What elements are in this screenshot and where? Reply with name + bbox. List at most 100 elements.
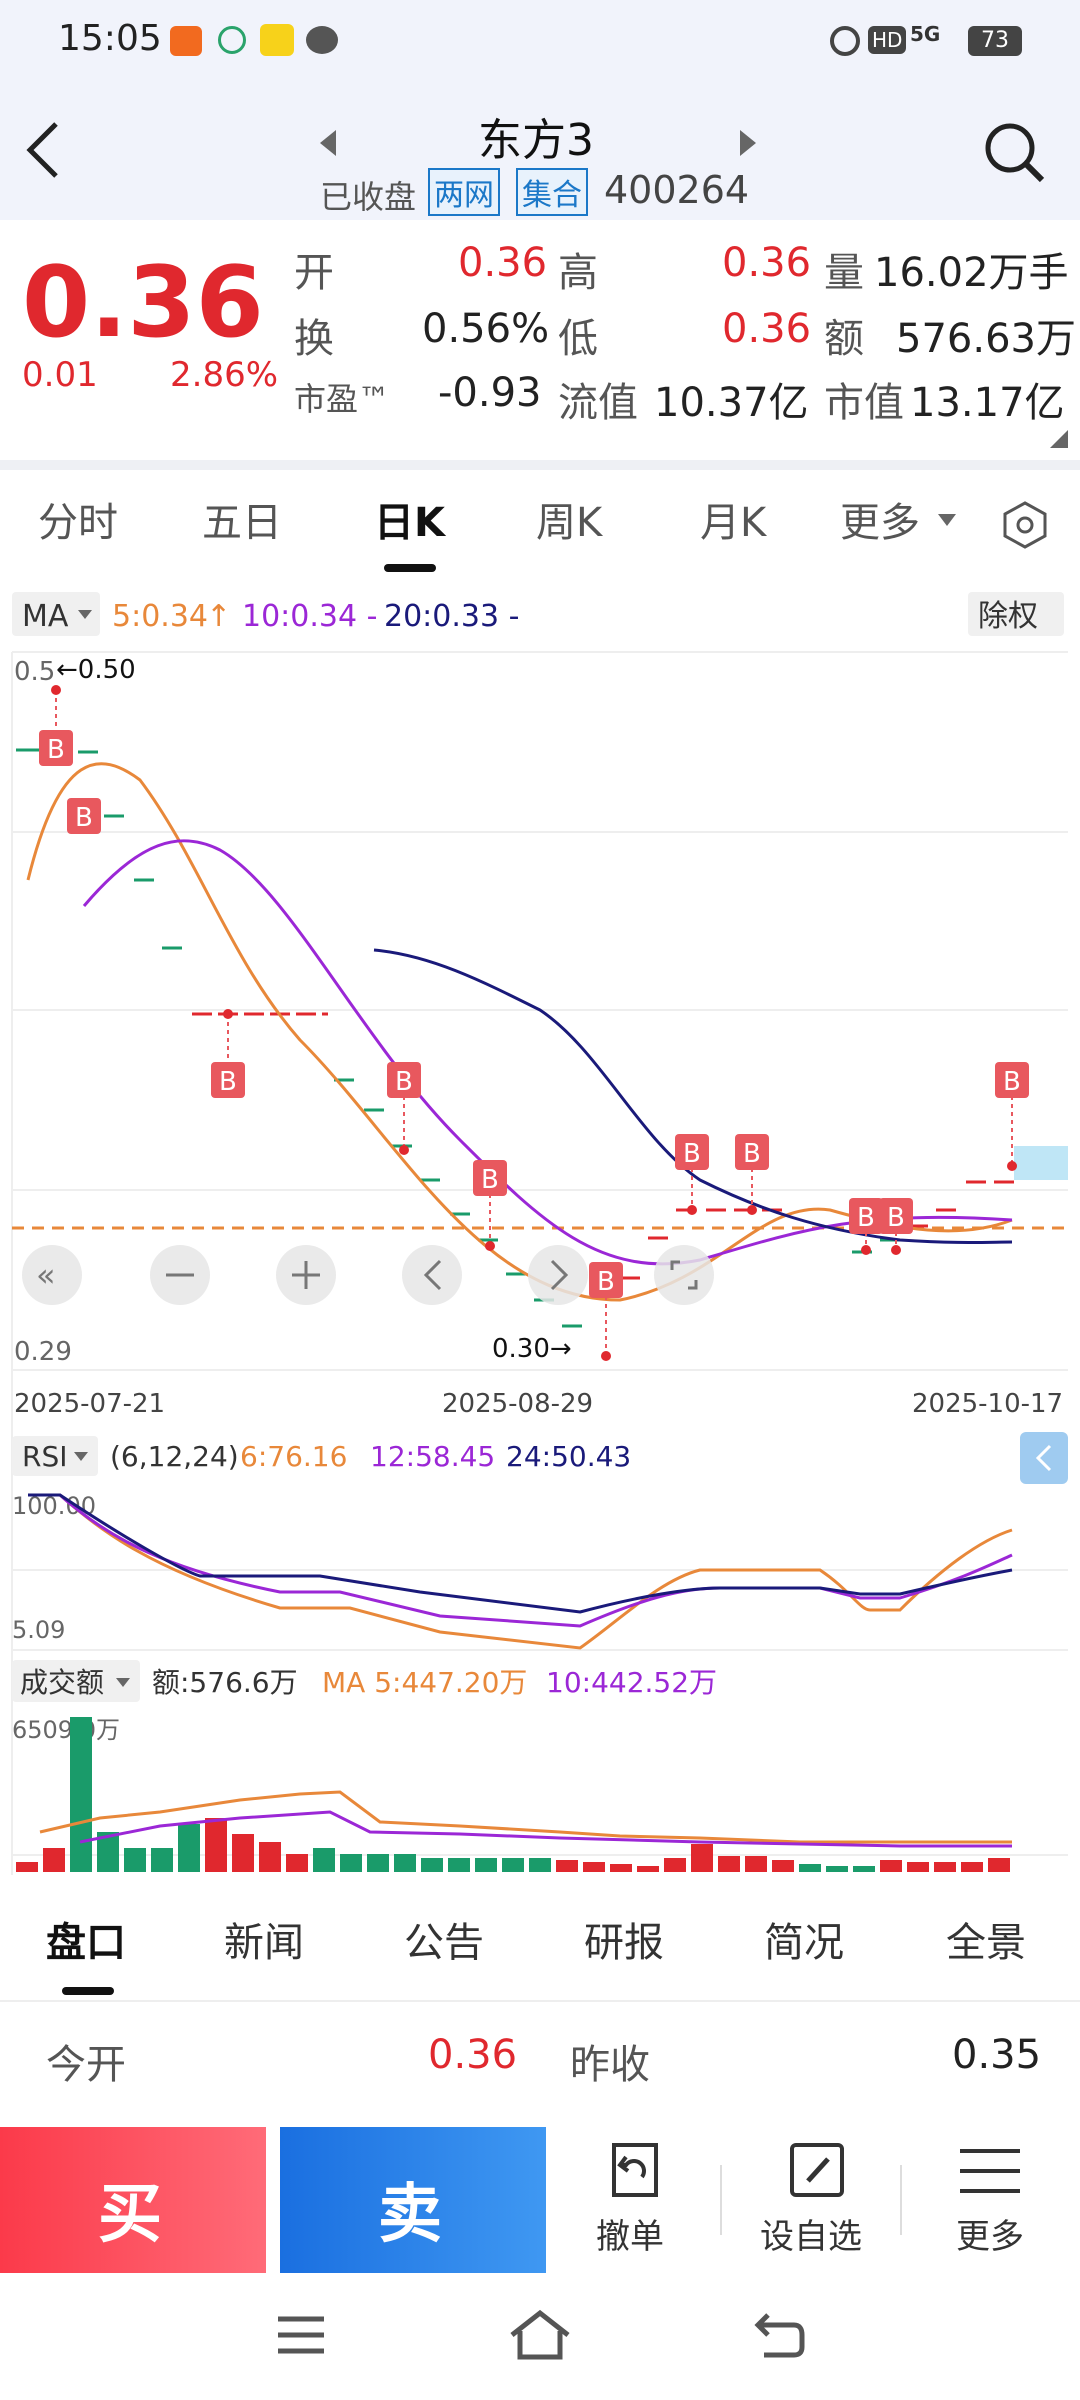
- rsi-chevron-icon: [74, 1452, 88, 1461]
- float-value: 10.37亿: [654, 380, 809, 426]
- high-value: 0.36: [722, 240, 812, 286]
- buy-marker[interactable]: [995, 1062, 1029, 1098]
- active-info-tab-indicator: [62, 1987, 114, 1995]
- ma10-line: [82, 839, 1013, 1266]
- scroll-left-button[interactable]: [402, 1245, 462, 1305]
- fullscreen-button[interactable]: [654, 1245, 714, 1305]
- search-icon[interactable]: [982, 120, 1046, 184]
- volume-selector[interactable]: [12, 1660, 140, 1702]
- ma-selector-label: MA: [22, 599, 69, 634]
- tab-news[interactable]: 新闻: [224, 1920, 304, 1966]
- ma20-value: 20:0.33 -: [384, 599, 519, 634]
- tab-daily-k[interactable]: 日K: [374, 500, 445, 546]
- kline-min-marker: 0.30→: [492, 1334, 572, 1364]
- tab-order-book[interactable]: 盘口: [46, 1920, 126, 1966]
- volume-bar: [421, 1858, 443, 1872]
- adjust-label: 除权: [978, 599, 1038, 634]
- buy-marker-dot: [861, 1245, 871, 1255]
- buy-marker[interactable]: [387, 1062, 421, 1098]
- volume-bar: [826, 1866, 848, 1872]
- tab-timeshare[interactable]: 分时: [38, 500, 118, 546]
- tab-more[interactable]: 更多: [840, 500, 920, 546]
- buy-marker-label: B: [683, 1139, 701, 1169]
- buy-marker[interactable]: [39, 730, 73, 766]
- rsi-selector[interactable]: [12, 1436, 98, 1476]
- expand-corner-icon[interactable]: [1050, 430, 1068, 448]
- volume-bar: [691, 1844, 713, 1872]
- volume-bar: [97, 1832, 119, 1872]
- buy-marker[interactable]: [849, 1198, 883, 1234]
- volume-ma10: 10:442.52万: [546, 1666, 717, 1699]
- tab-weekly-k[interactable]: 周K: [536, 500, 603, 546]
- buy-marker[interactable]: [589, 1262, 623, 1298]
- volume-bar: [70, 1717, 92, 1872]
- divider: [0, 2000, 1080, 2002]
- prev-close-label: 昨收: [570, 2042, 650, 2088]
- date-mid: 2025-08-29: [442, 1389, 593, 1419]
- add-watchlist-button[interactable]: 设自选: [752, 2141, 882, 2261]
- tab-research[interactable]: 研报: [584, 1920, 664, 1966]
- recent-apps-icon[interactable]: [276, 2315, 326, 2355]
- date-end: 2025-10-17: [912, 1389, 1063, 1419]
- volume-chevron-icon: [116, 1678, 130, 1687]
- buy-marker[interactable]: [67, 798, 101, 834]
- settings-icon[interactable]: [1000, 500, 1050, 550]
- prev-stock-icon[interactable]: [318, 128, 338, 158]
- buy-button[interactable]: 买: [0, 2127, 266, 2273]
- tab-announcement[interactable]: 公告: [404, 1920, 484, 1966]
- tab-monthly-k[interactable]: 月K: [700, 500, 767, 546]
- app-icon: [260, 24, 294, 56]
- buy-marker[interactable]: [211, 1062, 245, 1098]
- today-open-value: 0.36: [428, 2032, 518, 2078]
- volume-bar: [907, 1862, 929, 1872]
- volume-bar: [340, 1854, 362, 1872]
- ma-selector[interactable]: [12, 592, 100, 636]
- double-chevron-left-icon: «: [36, 1256, 56, 1294]
- kline-min-label: 0.29: [14, 1337, 72, 1367]
- stock-header: 东方3 已收盘 两网 集合 400264: [0, 80, 1080, 220]
- tab-five-day[interactable]: 五日: [202, 500, 282, 546]
- back-nav-icon[interactable]: [754, 2311, 806, 2359]
- pe-value: -0.93: [438, 370, 542, 416]
- status-bar: 15:05 HD 5G 73: [0, 0, 1080, 80]
- back-icon[interactable]: [22, 118, 62, 182]
- volume-bar: [664, 1858, 686, 1872]
- divider: [720, 2165, 722, 2235]
- adjust-button[interactable]: [968, 592, 1064, 636]
- volume-bar: [43, 1848, 65, 1872]
- collapse-indicator-button[interactable]: [1020, 1432, 1068, 1484]
- next-stock-icon[interactable]: [738, 128, 758, 158]
- buy-marker[interactable]: [675, 1134, 709, 1170]
- tab-profile[interactable]: 简况: [764, 1920, 844, 1966]
- open-value: 0.36: [458, 240, 548, 286]
- buy-marker[interactable]: [879, 1198, 913, 1234]
- volume-bar: [772, 1860, 794, 1872]
- volume-bar: [934, 1862, 956, 1872]
- chevron-down-icon: [938, 514, 956, 526]
- tab-panorama[interactable]: 全景: [946, 1920, 1026, 1966]
- buy-marker[interactable]: [473, 1160, 507, 1196]
- add-watchlist-label: 设自选: [760, 2217, 862, 2257]
- cancel-order-button[interactable]: 撤单: [580, 2141, 690, 2261]
- volume-bar: [988, 1858, 1010, 1872]
- system-nav-bar: [0, 2275, 1080, 2400]
- kline-max-marker: ←0.50: [56, 655, 136, 685]
- volume-bar: [583, 1862, 605, 1872]
- buy-marker-dot: [1007, 1161, 1017, 1171]
- buy-marker-label: B: [75, 803, 93, 833]
- scroll-right-button[interactable]: [528, 1245, 588, 1305]
- volume-bar: [367, 1854, 389, 1872]
- scroll-left-fast-button[interactable]: [22, 1245, 82, 1305]
- buy-marker-label: B: [857, 1203, 875, 1233]
- buy-marker[interactable]: [735, 1134, 769, 1170]
- home-icon[interactable]: [508, 2309, 572, 2361]
- ma5-value: 5:0.34: [112, 599, 208, 634]
- sell-button[interactable]: 卖: [280, 2127, 546, 2273]
- buy-marker-dot: [399, 1145, 409, 1155]
- volume-bar: [448, 1858, 470, 1872]
- volume-bar: [151, 1848, 173, 1872]
- ma5-line: [26, 762, 1013, 1302]
- buy-marker-dot: [223, 1009, 233, 1019]
- more-button[interactable]: 更多: [942, 2141, 1042, 2261]
- stock-code: 400264: [604, 168, 750, 212]
